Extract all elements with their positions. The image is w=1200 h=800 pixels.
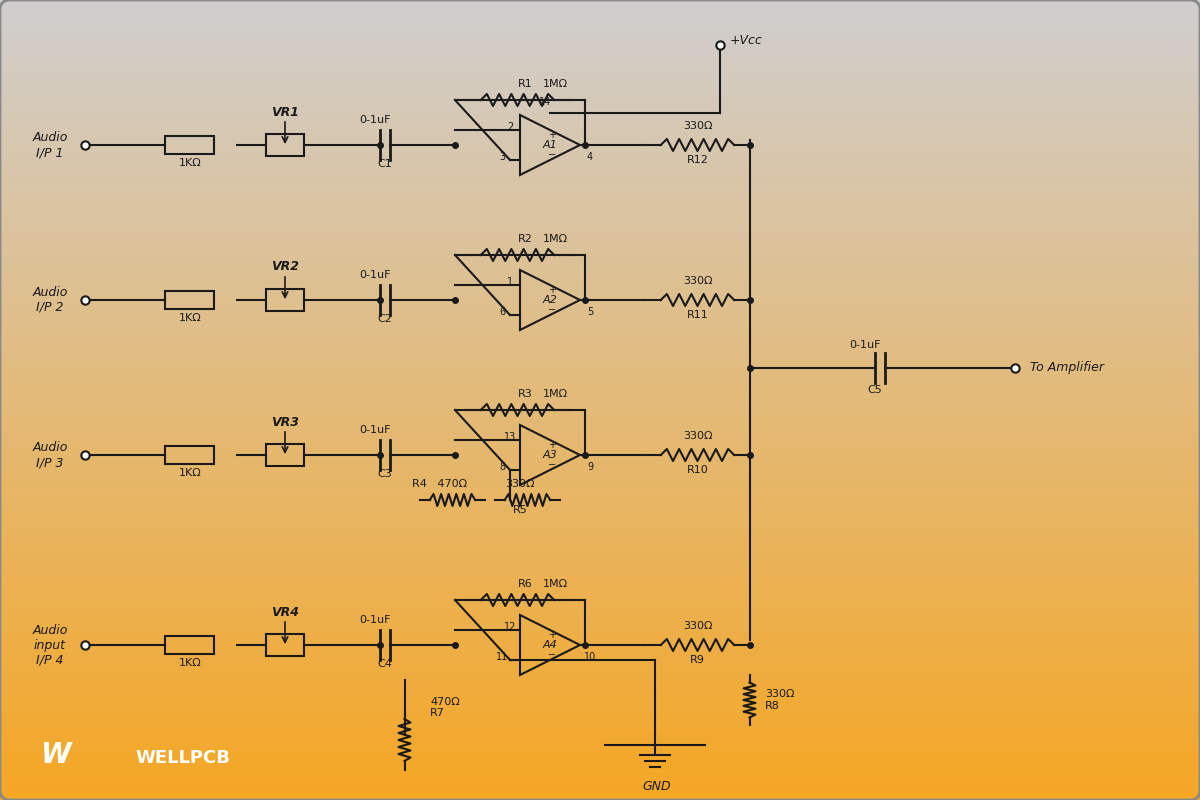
- Text: Audio
I/P 3: Audio I/P 3: [32, 441, 67, 469]
- Text: 330Ω: 330Ω: [683, 121, 713, 131]
- Text: 14: 14: [539, 97, 551, 107]
- Text: A1: A1: [542, 140, 557, 150]
- Text: R9: R9: [690, 655, 704, 665]
- Text: 5: 5: [587, 307, 593, 317]
- Text: A2: A2: [542, 295, 557, 305]
- Bar: [266, 289, 304, 311]
- Text: 330Ω: 330Ω: [505, 479, 535, 489]
- Text: R6: R6: [517, 579, 533, 589]
- Text: 10: 10: [584, 652, 596, 662]
- Text: VR4: VR4: [271, 606, 299, 618]
- Text: −: −: [548, 305, 556, 315]
- Text: C1: C1: [378, 159, 392, 169]
- Text: +: +: [548, 285, 556, 295]
- Bar: [166, 446, 214, 464]
- Text: C5: C5: [868, 385, 882, 394]
- Text: R11: R11: [686, 310, 708, 320]
- Text: 11: 11: [496, 652, 508, 662]
- Text: A3: A3: [542, 450, 557, 460]
- Bar: [266, 634, 304, 656]
- Bar: [166, 291, 214, 309]
- Text: R3: R3: [517, 389, 533, 399]
- Text: C4: C4: [378, 659, 392, 669]
- Text: 9: 9: [587, 462, 593, 472]
- Text: W: W: [40, 741, 71, 769]
- Text: WELLPCB: WELLPCB: [134, 749, 230, 767]
- Text: −: −: [548, 650, 556, 660]
- Text: 0-1uF: 0-1uF: [359, 425, 391, 435]
- Text: 6: 6: [499, 307, 505, 317]
- Text: 470Ω
R7: 470Ω R7: [430, 697, 460, 718]
- Text: 0-1uF: 0-1uF: [850, 339, 881, 350]
- Bar: [266, 134, 304, 156]
- Text: +: +: [548, 440, 556, 450]
- Text: R1: R1: [517, 79, 533, 89]
- Text: 1KΩ: 1KΩ: [179, 468, 202, 478]
- Text: To Amplifier: To Amplifier: [1030, 361, 1104, 374]
- Text: 8: 8: [499, 462, 505, 472]
- Text: 1: 1: [506, 277, 514, 287]
- Text: +: +: [548, 130, 556, 140]
- Text: 13: 13: [504, 432, 516, 442]
- Text: R10: R10: [686, 465, 708, 475]
- Text: 0-1uF: 0-1uF: [359, 270, 391, 280]
- Text: R2: R2: [517, 234, 533, 244]
- Bar: [166, 636, 214, 654]
- Text: 1MΩ: 1MΩ: [542, 389, 568, 399]
- Text: VR3: VR3: [271, 415, 299, 429]
- Text: R4   470Ω: R4 470Ω: [413, 479, 468, 489]
- Text: 1MΩ: 1MΩ: [542, 79, 568, 89]
- Text: A4: A4: [542, 640, 557, 650]
- Text: Audio
I/P 1: Audio I/P 1: [32, 131, 67, 159]
- Text: VR2: VR2: [271, 261, 299, 274]
- Text: C3: C3: [378, 469, 392, 479]
- Text: +Vcc: +Vcc: [730, 34, 763, 46]
- Text: 0-1uF: 0-1uF: [359, 115, 391, 125]
- Text: 1MΩ: 1MΩ: [542, 579, 568, 589]
- Text: GND: GND: [643, 780, 671, 793]
- Text: 12: 12: [504, 622, 516, 632]
- Text: R12: R12: [686, 155, 708, 165]
- Text: −: −: [548, 460, 556, 470]
- Bar: [166, 136, 214, 154]
- Text: 330Ω: 330Ω: [683, 431, 713, 441]
- Text: 3: 3: [499, 152, 505, 162]
- Text: 1KΩ: 1KΩ: [179, 658, 202, 668]
- Text: 1KΩ: 1KΩ: [179, 313, 202, 323]
- Text: Audio
input
I/P 4: Audio input I/P 4: [32, 623, 67, 666]
- Text: 1MΩ: 1MΩ: [542, 234, 568, 244]
- Text: VR1: VR1: [271, 106, 299, 118]
- Text: 330Ω: 330Ω: [683, 621, 713, 631]
- Text: +: +: [548, 630, 556, 640]
- Text: −: −: [548, 150, 556, 160]
- Text: 4: 4: [587, 152, 593, 162]
- Bar: [266, 444, 304, 466]
- Text: 1KΩ: 1KΩ: [179, 158, 202, 168]
- Text: 2: 2: [506, 122, 514, 132]
- Text: R5: R5: [512, 505, 527, 515]
- Text: Audio
I/P 2: Audio I/P 2: [32, 286, 67, 314]
- Text: C2: C2: [378, 314, 392, 324]
- Text: 330Ω
R8: 330Ω R8: [766, 689, 794, 710]
- Text: 330Ω: 330Ω: [683, 276, 713, 286]
- Text: 0-1uF: 0-1uF: [359, 615, 391, 625]
